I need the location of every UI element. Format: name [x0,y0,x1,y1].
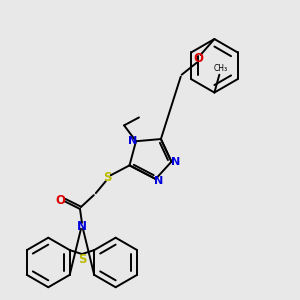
Text: N: N [128,136,138,146]
Text: S: S [78,254,86,266]
Text: N: N [77,220,87,233]
Text: S: S [103,171,112,184]
Text: N: N [154,176,163,186]
Text: N: N [171,157,180,167]
Text: O: O [194,52,203,65]
Text: O: O [55,194,65,207]
Text: CH₃: CH₃ [213,64,227,73]
